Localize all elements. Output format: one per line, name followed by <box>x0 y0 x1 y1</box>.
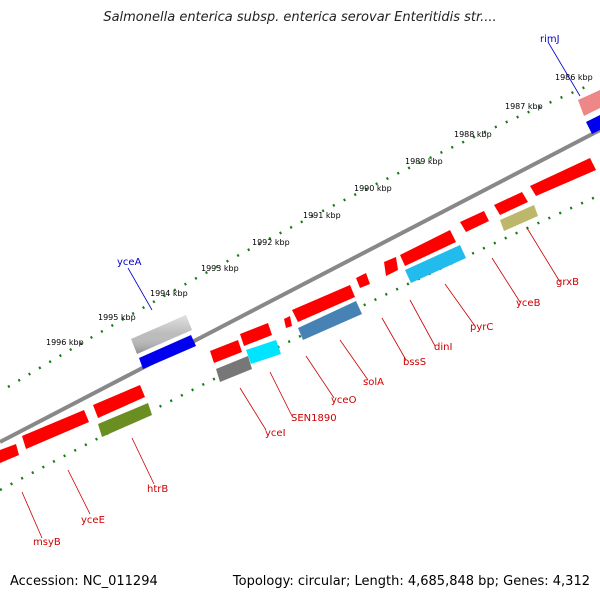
feature-bssS-red <box>356 273 370 288</box>
callout-solA <box>339 339 369 381</box>
callout-yceE <box>67 469 91 515</box>
callout-pyrC <box>444 283 476 327</box>
feature-htrB-red <box>93 385 145 418</box>
feature-yceI-red <box>210 340 242 363</box>
scale-label-1993: 1993 kbp <box>201 264 239 273</box>
callout-yceI <box>239 387 267 431</box>
scale-label-1996: 1996 kbp <box>46 338 84 347</box>
gene-label-pyrC[interactable]: pyrC <box>470 322 493 333</box>
scale-labels: 1986 kbp 1987 kbp 1988 kbp 1989 kbp 1990… <box>46 73 593 347</box>
feature-grxB-red <box>530 158 596 196</box>
scale-label-1989: 1989 kbp <box>405 157 443 166</box>
gene-label-dinI[interactable]: dinI <box>434 342 452 353</box>
callout-yceO <box>305 355 335 399</box>
feature-cyan <box>246 340 281 364</box>
feature-solA-red <box>292 285 355 322</box>
scale-label-1995: 1995 kbp <box>98 313 136 322</box>
scale-label-1988: 1988 kbp <box>454 130 492 139</box>
feature-yceE-red <box>22 410 89 449</box>
callout-SEN1890 <box>269 371 293 417</box>
scale-label-1986: 1986 kbp <box>555 73 593 82</box>
gene-label-bssS[interactable]: bssS <box>403 357 426 368</box>
callout-yceB <box>491 257 521 303</box>
feature-rimJ-pink <box>578 90 600 116</box>
gene-label-rimJ[interactable]: rimJ <box>540 34 560 45</box>
scale-label-1987: 1987 kbp <box>505 102 543 111</box>
feature-olive <box>98 403 152 437</box>
feature-steelblue <box>298 301 362 340</box>
callout-msyB <box>21 491 43 539</box>
callout-rimJ <box>547 41 581 97</box>
features-outer <box>131 90 600 369</box>
gene-label-solA[interactable]: solA <box>363 377 384 388</box>
gene-label-yceE[interactable]: yceE <box>81 515 105 526</box>
gene-label-yceO[interactable]: yceO <box>331 395 357 406</box>
callout-lines <box>21 41 581 539</box>
gene-label-htrB[interactable]: htrB <box>147 484 168 495</box>
features-inner <box>0 158 596 463</box>
feature-pyrC-red <box>460 211 489 232</box>
feature-msyB-red <box>0 444 19 463</box>
gene-label-yceA[interactable]: yceA <box>117 257 142 268</box>
map-title: Salmonella enterica subsp. enterica sero… <box>103 10 497 25</box>
feature-lightblue <box>405 245 466 283</box>
gene-label-grxB[interactable]: grxB <box>556 277 579 288</box>
gene-labels: rimJ yceA grxB yceB pyrC dinI bssS solA … <box>33 34 579 548</box>
feature-yceA-blue <box>139 335 196 369</box>
callout-bssS <box>381 317 407 361</box>
feature-SEN1890-red <box>240 323 272 346</box>
feature-khaki <box>500 205 538 231</box>
genome-summary: Topology: circular; Length: 4,685,848 bp… <box>232 574 590 589</box>
scale-label-1991: 1991 kbp <box>303 211 341 220</box>
features-inner-row2 <box>98 205 538 437</box>
feature-dinI-red <box>400 230 456 266</box>
feature-dinI2-red <box>384 257 398 276</box>
callout-yceA <box>127 267 153 311</box>
feature-darkgray <box>216 356 252 382</box>
gene-label-yceI[interactable]: yceI <box>265 428 286 439</box>
scale-ruler-inner <box>0 193 600 492</box>
feature-rimJ-blue <box>586 115 600 134</box>
scale-label-1990: 1990 kbp <box>354 184 392 193</box>
callout-htrB <box>131 437 155 485</box>
accession-label: Accession: NC_011294 <box>10 574 158 589</box>
feature-yceO-red <box>284 316 292 328</box>
scale-label-1992: 1992 kbp <box>252 238 290 247</box>
genome-backbone-line <box>0 128 600 444</box>
scale-label-1994: 1994 kbp <box>150 289 188 298</box>
feature-yceB-red <box>494 192 528 215</box>
callout-dinI <box>409 299 436 347</box>
gene-label-msyB[interactable]: msyB <box>33 537 61 548</box>
gene-label-SEN1890[interactable]: SEN1890 <box>291 413 337 424</box>
gene-label-yceB[interactable]: yceB <box>516 298 541 309</box>
callout-grxB <box>526 227 561 283</box>
scale-ruler-outer <box>7 83 591 389</box>
